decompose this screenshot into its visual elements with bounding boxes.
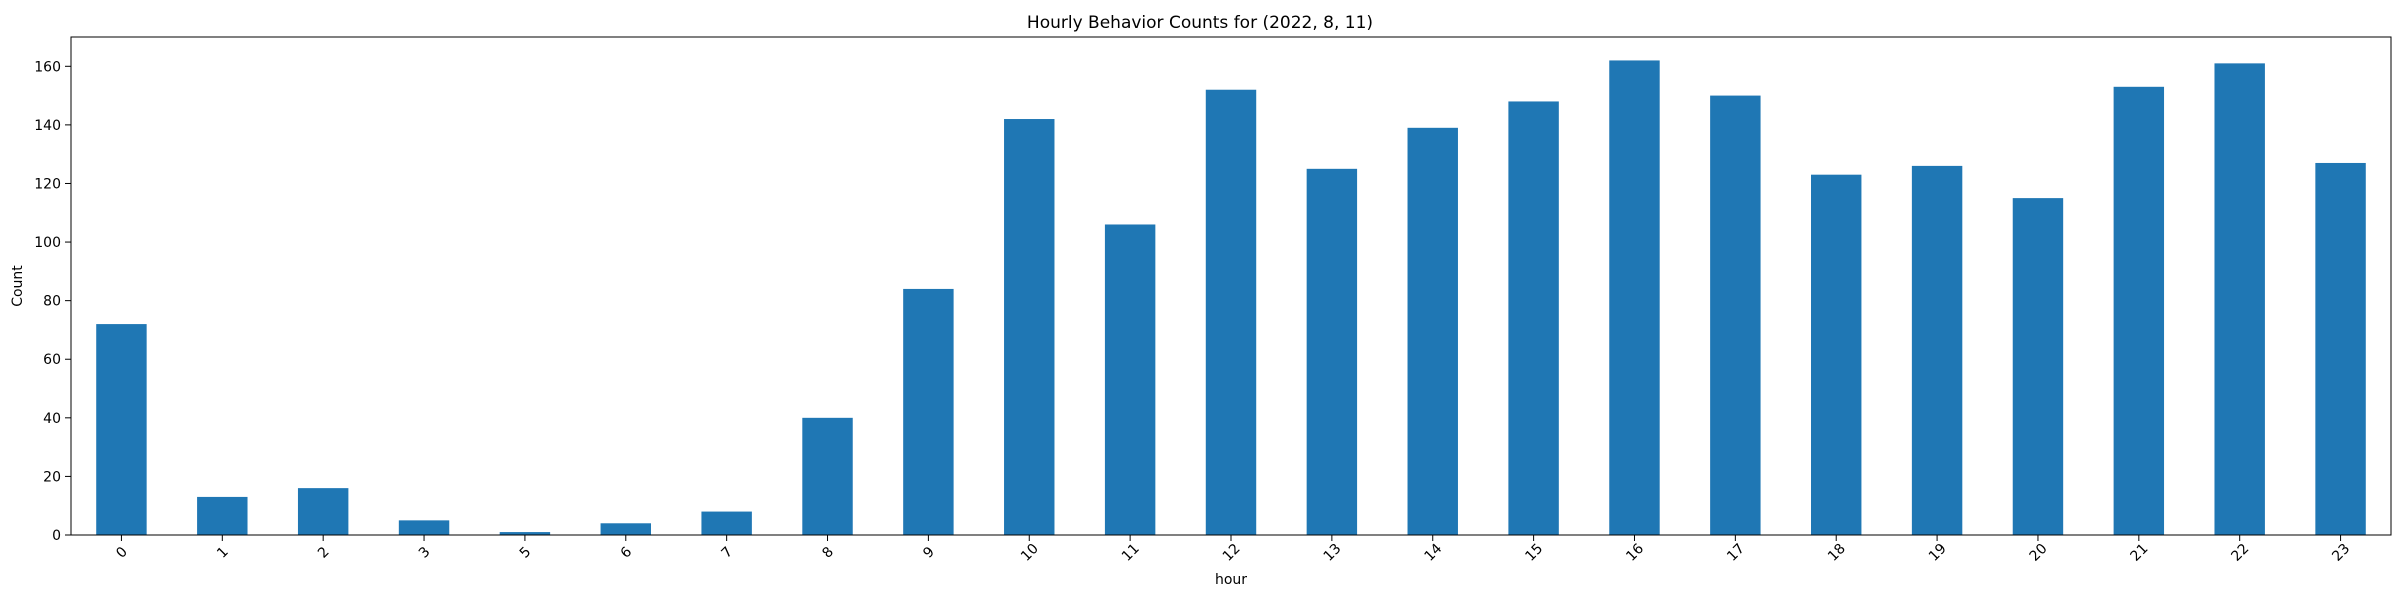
y-tick-label: 120 xyxy=(34,176,61,192)
bar-hour-17 xyxy=(1710,95,1761,536)
bar-hour-3 xyxy=(398,520,450,535)
y-tick-label: 60 xyxy=(43,352,61,368)
bar-hour-18 xyxy=(1811,174,1862,535)
x-tick-label: 14 xyxy=(1421,541,1445,565)
bar-hour-8 xyxy=(802,417,853,535)
bar-hour-22 xyxy=(2214,63,2265,535)
x-axis-label: hour xyxy=(1215,572,1247,588)
x-tick-label: 2 xyxy=(315,544,333,562)
bar-hour-2 xyxy=(297,488,349,535)
y-axis: 0 20 40 60 80 100 120 140 160 xyxy=(34,59,71,544)
x-tick-label: 8 xyxy=(819,544,837,562)
bar-hour-21 xyxy=(2113,86,2165,536)
x-tick-label: 15 xyxy=(1522,541,1546,565)
x-tick-label: 7 xyxy=(719,544,737,562)
bar-hour-11 xyxy=(1104,224,1156,535)
y-tick-label: 0 xyxy=(52,528,61,544)
x-tick-label: 16 xyxy=(1623,541,1647,565)
x-tick-label: 3 xyxy=(416,544,434,562)
y-tick-label: 140 xyxy=(34,118,61,134)
plot-frame xyxy=(70,36,2392,536)
bar-hour-12 xyxy=(1205,89,1257,536)
x-tick-label: 17 xyxy=(1724,541,1748,565)
bar-hour-10 xyxy=(1004,119,1055,535)
y-tick-label: 40 xyxy=(43,411,61,427)
x-tick-label: 21 xyxy=(2128,541,2152,565)
bar-hour-14 xyxy=(1407,127,1458,535)
y-tick-label: 100 xyxy=(34,235,61,251)
bar-hour-15 xyxy=(1508,101,1559,536)
x-tick-label: 23 xyxy=(2329,541,2353,565)
y-tick-label: 160 xyxy=(34,59,61,75)
x-tick-label: 20 xyxy=(2027,541,2051,565)
bar-hour-16 xyxy=(1609,60,1660,535)
x-tick-label: 12 xyxy=(1220,541,1244,565)
x-axis: 0 1 2 3 5 6 7 8 9 10 11 12 13 14 15 16 17 18 19 20 21 22 23 xyxy=(113,535,2353,565)
x-tick-label: 13 xyxy=(1321,541,1345,565)
bars-layer xyxy=(96,60,2366,536)
bar-hour-7 xyxy=(701,511,752,535)
y-tick-label: 80 xyxy=(43,294,61,310)
x-tick-label: 6 xyxy=(618,544,636,562)
bar-hour-6 xyxy=(600,523,651,535)
y-axis-label: Count xyxy=(10,265,26,307)
x-tick-label: 19 xyxy=(1926,541,1950,565)
x-tick-label: 0 xyxy=(113,544,131,562)
bar-hour-19 xyxy=(1911,165,1963,536)
x-tick-label: 9 xyxy=(920,544,938,562)
bar-hour-5 xyxy=(499,532,551,535)
y-tick-label: 20 xyxy=(43,469,61,485)
bar-hour-13 xyxy=(1306,168,1358,535)
x-tick-label: 22 xyxy=(2228,541,2252,565)
chart-title: Hourly Behavior Counts for (2022, 8, 11) xyxy=(1027,13,1373,33)
x-tick-label: 5 xyxy=(517,544,535,562)
bar-hour-9 xyxy=(903,288,954,535)
x-tick-label: 18 xyxy=(1825,541,1849,565)
x-tick-label: 1 xyxy=(214,544,232,562)
bar-hour-23 xyxy=(2315,162,2366,535)
bar-hour-0 xyxy=(96,324,147,535)
x-tick-label: 11 xyxy=(1119,541,1143,565)
bar-hour-20 xyxy=(2012,198,2064,535)
bar-hour-1 xyxy=(197,496,248,535)
x-tick-label: 10 xyxy=(1018,541,1042,565)
